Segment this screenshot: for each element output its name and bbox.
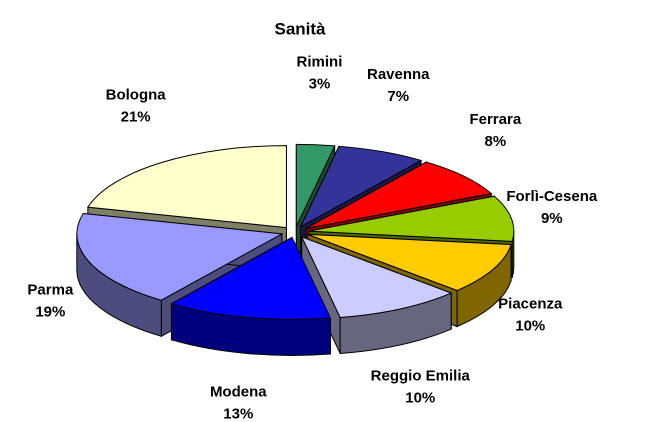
chart-title: Sanità: [274, 19, 326, 38]
slice-top: [305, 161, 493, 229]
data-label-name: Reggio Emilia: [371, 368, 471, 385]
data-label-name: Ravenna: [367, 66, 430, 83]
slice-top: [300, 236, 453, 318]
slice-top: [86, 145, 287, 229]
data-label-name: Piacenza: [498, 295, 563, 312]
slice-top: [307, 233, 512, 292]
data-label-value: 7%: [387, 88, 409, 105]
data-label-value: 19%: [35, 304, 65, 321]
data-label-value: 10%: [405, 390, 435, 407]
data-label-value: 3%: [309, 76, 331, 93]
slice-top: [170, 236, 332, 320]
slice: [170, 236, 332, 356]
data-label-value: 9%: [541, 210, 563, 227]
data-label-name: Bologna: [106, 87, 167, 104]
data-label-name: Modena: [210, 384, 267, 401]
slice-top: [308, 195, 515, 242]
data-label-value: 10%: [515, 317, 545, 334]
slice-top: [76, 212, 284, 301]
data-label-value: 13%: [223, 406, 253, 422]
slice-top: [295, 143, 336, 227]
slice-top: [299, 145, 423, 229]
data-label-value: 8%: [484, 133, 506, 150]
data-label-name: Ferrara: [469, 111, 521, 128]
data-label-name: Forlì-Cesena: [506, 188, 598, 205]
data-label-name: Rimini: [297, 54, 343, 71]
data-label-value: 21%: [121, 109, 151, 126]
data-label-name: Parma: [27, 282, 74, 299]
